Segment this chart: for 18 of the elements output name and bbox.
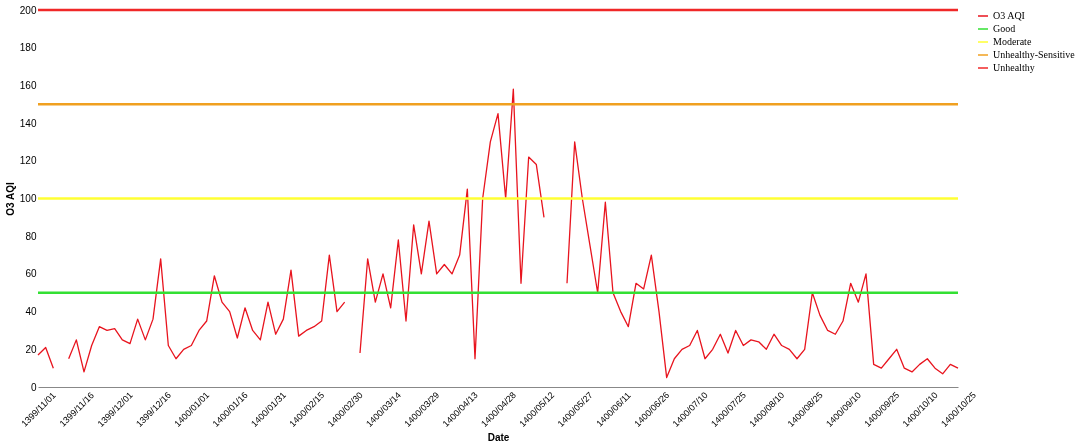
y-tick-label: 80: [25, 230, 37, 242]
legend-label: Unhealthy: [993, 62, 1035, 73]
y-tick-label: 120: [19, 155, 37, 167]
y-tick-label: 60: [25, 268, 37, 280]
x-axis-title: Date: [487, 431, 510, 443]
y-tick-label: 40: [25, 306, 37, 318]
legend-label: Unhealthy-Sensitive: [993, 49, 1076, 60]
y-tick-label: 0: [30, 381, 37, 393]
y-axis-title: O3 AQI: [4, 182, 16, 216]
legend-label: Good: [993, 23, 1016, 34]
y-tick-label: 140: [19, 117, 37, 129]
y-tick-label: 20: [25, 343, 37, 355]
legend-label: Moderate: [993, 36, 1032, 47]
y-tick-label: 100: [19, 193, 37, 204]
y-tick-label: 160: [19, 79, 37, 91]
y-tick-label: 200: [19, 4, 37, 16]
legend-label: O3 AQI: [993, 10, 1025, 21]
y-tick-label: 180: [19, 42, 37, 54]
